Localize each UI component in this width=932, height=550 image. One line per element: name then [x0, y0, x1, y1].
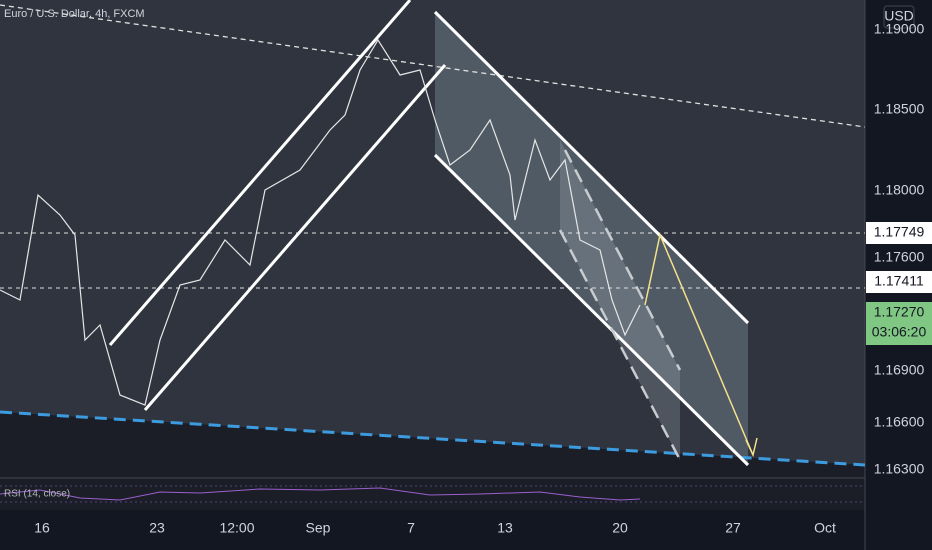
price-labels: 1.19000 1.18500 1.18000 1.17600 1.16900 1.166…	[874, 21, 925, 477]
time-label: 16	[34, 520, 50, 536]
channel-line	[108, 0, 412, 346]
price-marker-label: 1.17411	[874, 273, 924, 289]
channel-line	[143, 64, 447, 411]
chart-title: Euro / U.S. Dollar, 4h, FXCM	[4, 8, 145, 20]
projection-arrow	[745, 437, 758, 458]
time-label: 20	[612, 520, 628, 536]
time-label: Sep	[306, 520, 331, 536]
support-line	[0, 410, 866, 467]
time-label: 13	[497, 520, 513, 536]
price-marker-label: 1.17749	[874, 224, 925, 240]
currency: USD	[884, 8, 914, 24]
channel-shade	[560, 140, 680, 460]
price-label: 1.19000	[874, 21, 925, 37]
price-marker	[866, 271, 932, 293]
currency-badge[interactable]	[883, 5, 915, 29]
time-label: Oct	[814, 520, 836, 536]
time-labels: 16 23 12:00 Sep 7 13 20 27 Oct	[34, 520, 836, 536]
rsi-line	[0, 487, 641, 501]
price-label: 1.16600	[874, 414, 925, 430]
price-line	[0, 38, 641, 406]
price-label: 1.16900	[874, 362, 925, 378]
time-label: 12:00	[219, 520, 254, 536]
price-marker	[866, 222, 932, 244]
price-label: 1.16300	[874, 461, 925, 477]
time-label: 7	[407, 520, 415, 536]
price-label: 1.17600	[874, 249, 925, 265]
channel-line	[433, 153, 750, 467]
projection-path	[644, 232, 754, 456]
channel-line	[563, 149, 682, 371]
price-label: 1.18500	[874, 101, 925, 117]
last-price-box	[866, 302, 932, 345]
time-label: 23	[149, 520, 165, 536]
price-label: 1.18000	[874, 182, 925, 198]
last-price: 1.17270	[874, 304, 925, 320]
countdown: 03:06:20	[872, 324, 927, 340]
channel-line	[433, 10, 750, 325]
rsi-pane	[0, 478, 865, 510]
trend-line	[0, 4, 866, 128]
time-axis	[0, 510, 865, 550]
lower-region	[0, 412, 865, 478]
time-label: 27	[725, 520, 741, 536]
indicator-label: RSI (14, close)	[4, 489, 70, 500]
